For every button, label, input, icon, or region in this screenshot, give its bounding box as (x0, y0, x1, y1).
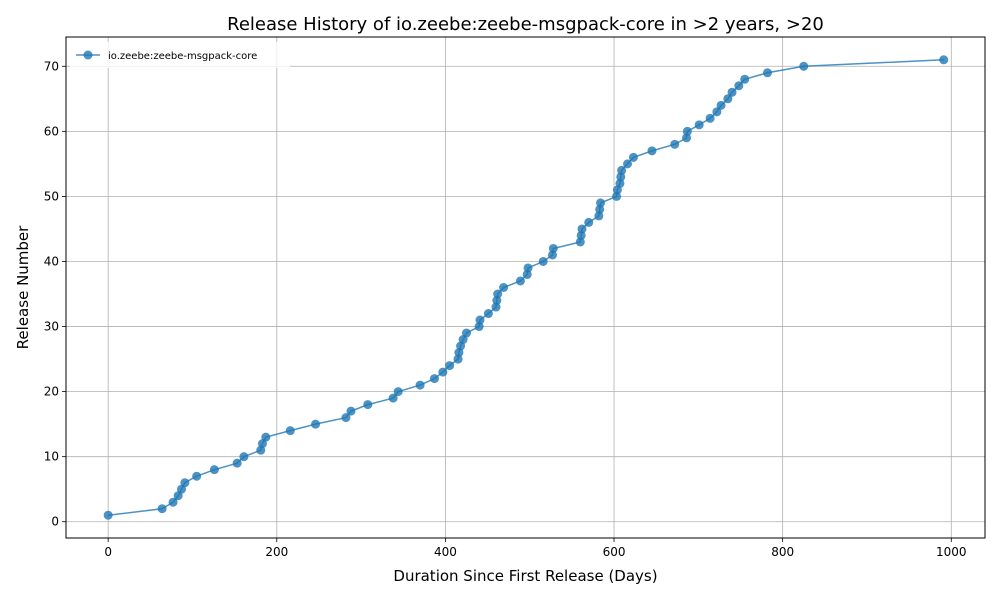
data-point (180, 478, 190, 488)
data-point (694, 120, 704, 130)
x-tick-label: 0 (104, 545, 112, 559)
data-point (628, 152, 638, 162)
data-point (712, 107, 722, 117)
y-axis-label: Release Number (14, 225, 32, 349)
data-point (261, 432, 271, 442)
data-point (461, 328, 471, 338)
data-point (445, 361, 455, 371)
data-point (515, 276, 525, 286)
data-point (939, 55, 949, 65)
x-tick-label: 800 (771, 545, 794, 559)
x-tick-label: 600 (603, 545, 626, 559)
data-point (740, 74, 750, 84)
data-point (647, 146, 657, 156)
data-point (723, 94, 733, 104)
data-point (705, 113, 715, 123)
x-axis-ticks: 0 200 400 600 800 1000 (104, 538, 967, 559)
y-tick-label: 70 (44, 59, 59, 73)
data-point (734, 81, 744, 91)
data-point (799, 61, 809, 71)
y-tick-label: 30 (44, 320, 59, 334)
data-point (388, 393, 398, 403)
legend-box (70, 42, 290, 68)
x-tick-label: 1000 (936, 545, 967, 559)
data-point (341, 413, 351, 423)
x-tick-label: 200 (265, 545, 288, 559)
grid-lines (66, 37, 985, 538)
y-tick-label: 20 (44, 385, 59, 399)
y-tick-label: 0 (51, 515, 59, 529)
y-tick-label: 10 (44, 450, 59, 464)
chart-title: Release History of io.zeebe:zeebe-msgpac… (227, 14, 824, 35)
data-point (168, 497, 178, 507)
data-point (285, 426, 295, 436)
data-point (103, 510, 113, 520)
data-point (239, 452, 249, 462)
data-point (209, 465, 219, 475)
data-point (438, 367, 448, 377)
data-series (103, 55, 949, 520)
data-point (363, 400, 373, 410)
data-point (499, 283, 509, 292)
data-point (192, 471, 202, 481)
data-point (548, 243, 558, 253)
data-point (584, 217, 594, 227)
data-point (493, 289, 503, 299)
y-tick-label: 50 (44, 189, 59, 203)
legend-marker-swatch (83, 50, 93, 60)
data-point (483, 309, 493, 319)
data-point (311, 419, 321, 429)
data-point (429, 374, 439, 384)
data-point (682, 126, 692, 136)
y-tick-label: 40 (44, 254, 59, 268)
data-point (157, 504, 167, 514)
data-point (617, 165, 627, 175)
legend-label: io.zeebe:zeebe-msgpack-core (108, 51, 257, 62)
data-point (623, 159, 633, 169)
data-point (762, 68, 772, 78)
plot-area-frame (65, 36, 986, 539)
data-point (538, 256, 548, 266)
data-point (716, 100, 726, 110)
data-point (393, 387, 403, 397)
data-point (670, 139, 680, 149)
data-point (475, 315, 485, 325)
data-point (577, 224, 587, 234)
data-point (523, 263, 533, 273)
data-point (232, 458, 242, 468)
data-point (346, 406, 356, 416)
x-axis-label: Duration Since First Release (Days) (393, 567, 657, 585)
legend: io.zeebe:zeebe-msgpack-core (70, 42, 290, 68)
data-point (596, 198, 606, 208)
y-axis-ticks: 0 10 20 30 40 50 60 70 (44, 59, 66, 529)
x-tick-label: 400 (434, 545, 457, 559)
y-tick-label: 60 (44, 124, 59, 138)
data-point (415, 380, 425, 390)
data-point (727, 87, 737, 97)
